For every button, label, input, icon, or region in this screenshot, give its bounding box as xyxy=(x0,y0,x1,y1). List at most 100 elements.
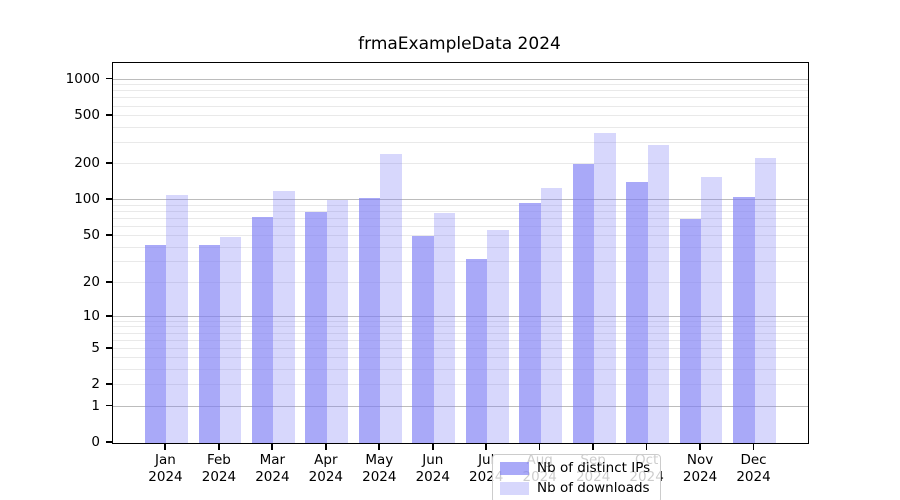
minor-gridline xyxy=(113,326,808,328)
x-tick-mark xyxy=(485,444,488,450)
bar-downloads-apr xyxy=(326,199,349,443)
bar-downloads-feb xyxy=(219,237,242,443)
x-tick-label-apr: Apr 2024 xyxy=(308,452,344,485)
y-tick-mark xyxy=(106,383,112,386)
major-gridline xyxy=(113,405,808,407)
bar-downloads-jan xyxy=(166,195,188,443)
bar-downloads-dec xyxy=(754,157,776,443)
major-gridline xyxy=(113,199,808,201)
bar-ips-feb xyxy=(198,245,220,443)
minor-gridline xyxy=(113,320,808,322)
major-gridline xyxy=(113,78,808,80)
bar-downloads-may xyxy=(380,154,402,443)
y-tick-mark xyxy=(106,198,112,201)
bar-ips-sep xyxy=(572,164,595,443)
chart-title: frmaExampleData 2024 xyxy=(358,34,561,54)
bar-ips-jun xyxy=(412,236,434,443)
minor-gridline xyxy=(113,246,808,248)
minor-gridline xyxy=(113,369,808,371)
minor-gridline xyxy=(113,217,808,219)
minor-gridline xyxy=(113,204,808,206)
x-tick-mark xyxy=(431,444,434,450)
y-tick-label: 500 xyxy=(74,107,100,124)
x-tick-mark xyxy=(271,444,274,450)
x-tick-label-feb: Feb 2024 xyxy=(201,452,237,485)
bar-ips-oct xyxy=(626,182,648,443)
x-tick-mark xyxy=(645,444,648,450)
y-tick-label: 2 xyxy=(91,376,100,393)
bar-ips-nov xyxy=(679,218,702,443)
x-tick-label-may: May 2024 xyxy=(362,452,397,485)
y-tick-mark xyxy=(106,314,112,317)
legend-swatch-distinct-ips xyxy=(500,461,529,475)
minor-gridline xyxy=(113,126,808,128)
legend-item-distinct-ips: Nb of distinct IPs xyxy=(500,460,650,476)
y-tick-mark xyxy=(106,77,112,80)
minor-gridline xyxy=(113,97,808,99)
minor-gridline xyxy=(113,235,808,237)
legend-label-distinct-ips: Nb of distinct IPs xyxy=(537,460,651,476)
minor-gridline xyxy=(113,261,808,263)
x-tick-mark xyxy=(164,444,167,450)
minor-gridline xyxy=(113,347,808,349)
minor-gridline xyxy=(113,90,808,92)
y-tick-label: 1000 xyxy=(65,70,100,87)
bar-ips-mar xyxy=(252,216,274,443)
y-tick-label: 10 xyxy=(82,307,100,324)
x-tick-label-jun: Jun 2024 xyxy=(415,452,450,485)
y-tick-mark xyxy=(106,441,112,443)
bar-ips-aug xyxy=(519,202,541,443)
y-tick-mark xyxy=(106,404,112,407)
y-tick-label: 1 xyxy=(91,397,100,414)
x-tick-mark xyxy=(324,444,327,450)
bar-ips-apr xyxy=(305,211,327,443)
minor-gridline xyxy=(113,105,808,107)
x-tick-label-dec: Dec 2024 xyxy=(736,452,771,485)
x-tick-mark xyxy=(217,444,220,450)
x-tick-label-jan: Jan 2024 xyxy=(148,452,183,485)
bar-downloads-jun xyxy=(433,212,456,443)
y-tick-label: 50 xyxy=(82,227,100,244)
y-tick-mark xyxy=(106,114,112,116)
bar-downloads-sep xyxy=(594,133,616,443)
y-tick-label: 200 xyxy=(74,155,100,172)
y-tick-label: 100 xyxy=(74,191,100,208)
minor-gridline xyxy=(113,357,808,359)
legend-label-downloads: Nb of downloads xyxy=(537,480,650,496)
minor-gridline xyxy=(113,84,808,86)
plot-area: Nb of distinct IPs Nb of downloads xyxy=(112,62,809,500)
y-tick-label: 0 xyxy=(91,434,100,450)
legend-item-downloads: Nb of downloads xyxy=(500,480,650,496)
bar-downloads-jul xyxy=(487,230,509,443)
y-tick-mark xyxy=(106,162,112,164)
minor-gridline xyxy=(113,332,808,334)
minor-gridline xyxy=(113,141,808,143)
minor-gridline xyxy=(113,281,808,283)
x-tick-label-nov: Nov 2024 xyxy=(682,452,718,485)
y-tick-mark xyxy=(106,346,112,349)
x-tick-mark xyxy=(378,444,381,450)
bar-ips-jan xyxy=(145,245,167,443)
legend-swatch-downloads xyxy=(500,481,529,495)
y-tick-mark xyxy=(106,234,112,237)
x-tick-mark xyxy=(699,444,701,450)
minor-gridline xyxy=(113,210,808,212)
bar-ips-dec xyxy=(733,197,755,443)
legend: Nb of distinct IPs Nb of downloads xyxy=(492,454,662,500)
minor-gridline xyxy=(113,163,808,165)
minor-gridline xyxy=(113,384,808,386)
bar-downloads-nov xyxy=(701,177,723,443)
minor-gridline xyxy=(113,115,808,117)
bar-ips-jul xyxy=(465,259,488,443)
bar-downloads-aug xyxy=(540,188,563,443)
x-tick-mark xyxy=(538,444,541,450)
x-tick-label-mar: Mar 2024 xyxy=(255,452,290,485)
minor-gridline xyxy=(113,225,808,227)
bar-downloads-oct xyxy=(647,145,669,443)
x-tick-mark xyxy=(592,444,594,450)
bar-downloads-mar xyxy=(273,191,295,443)
minor-gridline xyxy=(113,339,808,341)
bar-ips-may xyxy=(358,197,381,443)
y-tick-mark xyxy=(106,280,112,283)
y-tick-label: 5 xyxy=(91,339,100,356)
